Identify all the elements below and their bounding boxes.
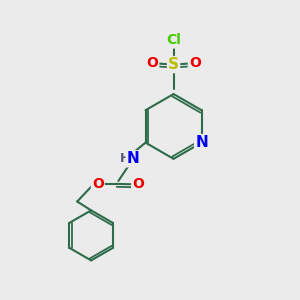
Text: O: O — [146, 56, 158, 70]
Text: H: H — [120, 152, 130, 165]
Text: S: S — [168, 57, 179, 72]
Text: N: N — [127, 151, 140, 166]
Text: O: O — [92, 177, 104, 191]
Text: Cl: Cl — [166, 34, 181, 47]
Text: O: O — [132, 177, 144, 191]
Text: N: N — [195, 135, 208, 150]
Text: O: O — [189, 56, 201, 70]
